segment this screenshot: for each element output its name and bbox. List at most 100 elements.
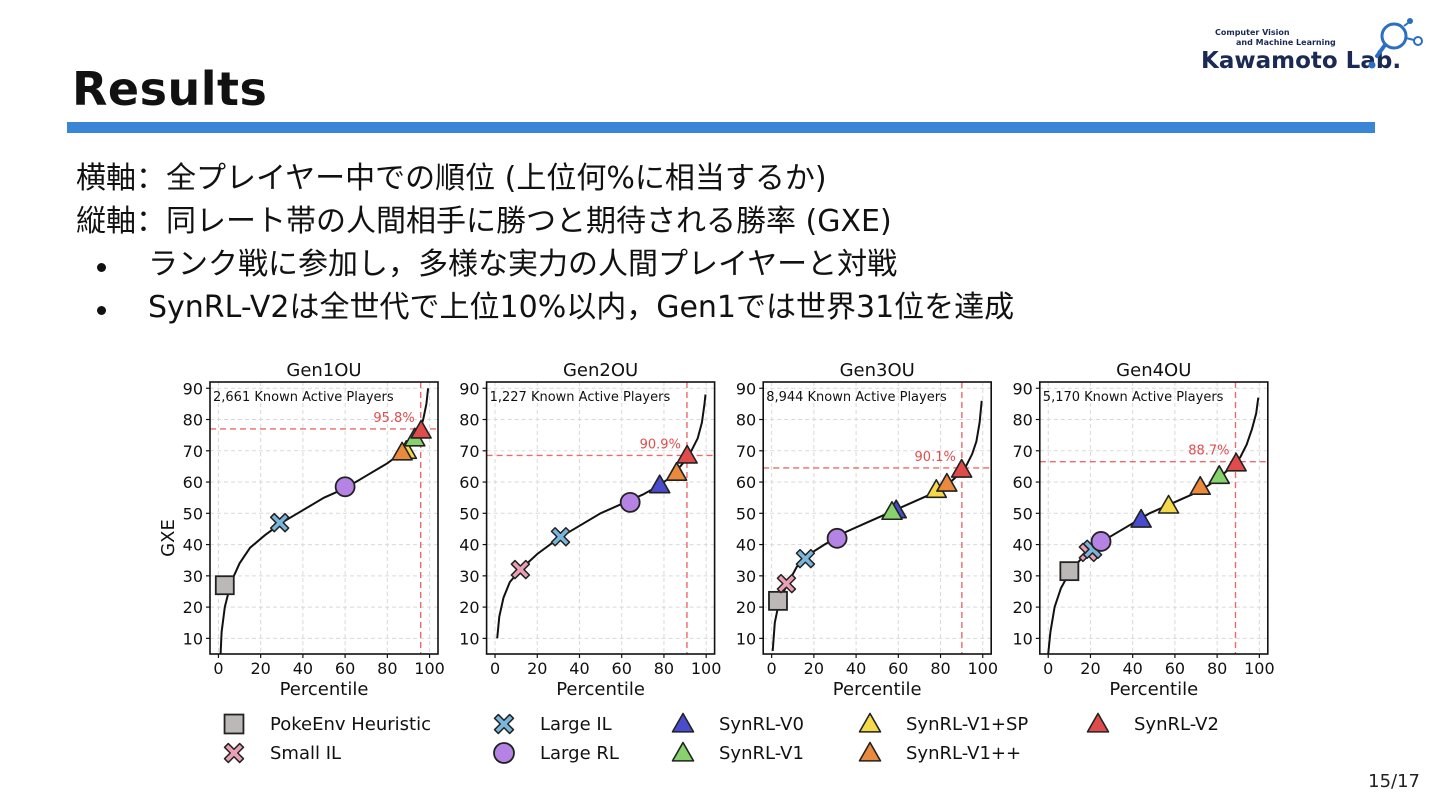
x-tick-label: 80 [930, 659, 950, 678]
y-tick-label: 20 [1012, 598, 1032, 617]
gxe-curve [496, 394, 707, 639]
x-tick-label: 60 [1165, 659, 1185, 678]
gxe-curve [1047, 397, 1260, 655]
x-tick-label: 0 [490, 659, 500, 678]
marker-v1sp [1157, 494, 1180, 514]
y-tick-label: 70 [459, 442, 479, 461]
y-tick-label: 10 [1012, 629, 1032, 648]
marker-v2 [410, 419, 432, 439]
panel-title: Gen1OU [286, 360, 361, 381]
marker-large_il [269, 512, 290, 533]
highlight-percent-label: 88.7% [1188, 444, 1229, 459]
body-text: 横軸：全プレイヤー中での順位 (上位何%に相当するか) 縦軸：同レート帯の人間相… [76, 157, 1014, 329]
player-count-note: 1,227 Known Active Players [490, 390, 671, 405]
y-tick-label: 40 [459, 536, 479, 555]
marker-v1pp [391, 441, 413, 461]
legend-label-v1: SynRL-V1 [719, 743, 804, 764]
y-tick-label: 80 [736, 411, 756, 430]
bullet-item: ランク戦に参加し，多様な実力の人間プレイヤーと対戦 [76, 243, 1014, 286]
x-tick-label: 20 [250, 659, 270, 678]
legend-marker-v1pp [858, 741, 882, 762]
legend-marker-v2 [1086, 712, 1110, 733]
player-count-note: 8,944 Known Active Players [766, 390, 947, 405]
plot-frame [209, 381, 439, 655]
highlight-percent-label: 90.9% [640, 437, 681, 452]
marker-pokeenv [1059, 561, 1080, 582]
y-tick-label: 40 [183, 536, 203, 555]
marker-v1pp [665, 461, 688, 481]
logo-line-1: Computer Vision [1215, 28, 1290, 37]
x-tick-label: 100 [1244, 659, 1275, 678]
gxe-curve [771, 400, 983, 651]
y-tick-label: 90 [1012, 379, 1032, 398]
marker-v0 [648, 474, 671, 494]
x-tick-label: 80 [1207, 659, 1227, 678]
x-axis-label: Percentile [833, 679, 922, 700]
y-tick-label: 90 [736, 379, 756, 398]
legend-label-v0: SynRL-V0 [719, 714, 804, 735]
y-tick-label: 50 [183, 504, 203, 523]
legend-label-small_il: Small IL [270, 743, 341, 764]
y-axis-label: GXE [158, 519, 179, 557]
y-tick-label: 10 [183, 629, 203, 648]
legend-label-v2: SynRL-V2 [1134, 714, 1219, 735]
y-tick-label: 50 [736, 504, 756, 523]
axis-description-y: 縦軸：同レート帯の人間相手に勝つと期待される勝率 (GXE) [76, 204, 892, 239]
legend-marker-v1 [671, 741, 695, 762]
legend-label-pokeenv: PokeEnv Heuristic [270, 714, 431, 735]
y-tick-label: 40 [736, 536, 756, 555]
logo-main-text: Kawamoto Lab. [1201, 48, 1402, 74]
y-tick-label: 90 [183, 379, 203, 398]
legend-marker-small_il [223, 742, 245, 764]
x-tick-label: 20 [527, 659, 547, 678]
y-tick-label: 80 [1012, 411, 1032, 430]
x-tick-label: 40 [569, 659, 589, 678]
legend-marker-large_il [493, 713, 515, 735]
marker-large_rl [1090, 531, 1112, 552]
y-tick-label: 50 [1012, 504, 1032, 523]
panel-title: Gen3OU [840, 360, 915, 381]
y-tick-label: 10 [459, 629, 479, 648]
gxe-percentile-charts: 0 20 40 60 80 10010203040506070809095.8%2,661… [158, 360, 1275, 764]
y-tick-label: 60 [736, 473, 756, 492]
x-tick-label: 40 [1123, 659, 1143, 678]
legend-marker-v0 [671, 712, 695, 733]
x-tick-label: 100 [967, 659, 998, 678]
marker-large_il [550, 527, 571, 547]
x-tick-label: 20 [1080, 659, 1100, 678]
x-axis-label: Percentile [556, 679, 645, 700]
legend-marker-large_rl [493, 742, 515, 764]
legend-label-large_il: Large IL [540, 714, 612, 735]
x-tick-label: 80 [377, 659, 397, 678]
logo-line-2: and Machine Learning [1236, 38, 1336, 47]
highlight-percent-label: 90.1% [915, 450, 956, 465]
y-tick-label: 30 [459, 567, 479, 586]
x-axis-label: Percentile [280, 679, 369, 700]
x-tick-label: 100 [414, 659, 445, 678]
legend-marker-v1sp [858, 712, 882, 733]
marker-pokeenv [214, 575, 235, 596]
marker-v1 [881, 500, 903, 521]
x-axis-label: Percentile [1109, 679, 1198, 700]
x-tick-label: 0 [767, 659, 777, 678]
y-tick-label: 20 [459, 598, 479, 617]
marker-v2 [950, 458, 973, 478]
y-tick-label: 60 [1012, 473, 1032, 492]
y-tick-label: 90 [459, 379, 479, 398]
axis-description-x: 横軸：全プレイヤー中での順位 (上位何%に相当するか) [76, 161, 827, 196]
y-tick-label: 30 [183, 567, 203, 586]
page-number: 15/17 [1368, 771, 1420, 792]
legend-label-v1sp: SynRL-V1+SP [906, 714, 1028, 735]
bullet-item: SynRL-V2は全世代で上位10%以内，Gen1では世界31位を達成 [76, 286, 1014, 329]
marker-large_rl [334, 476, 356, 498]
x-tick-label: 100 [691, 659, 722, 678]
panel-title: Gen2OU [563, 360, 638, 381]
highlight-percent-label: 95.8% [373, 411, 414, 426]
x-tick-label: 60 [335, 659, 355, 678]
y-tick-label: 30 [736, 567, 756, 586]
marker-v1pp [936, 472, 958, 492]
y-tick-label: 70 [183, 442, 203, 461]
slide-title: Results [72, 62, 268, 116]
marker-large_rl [619, 491, 641, 513]
gxe-curve [219, 388, 430, 655]
